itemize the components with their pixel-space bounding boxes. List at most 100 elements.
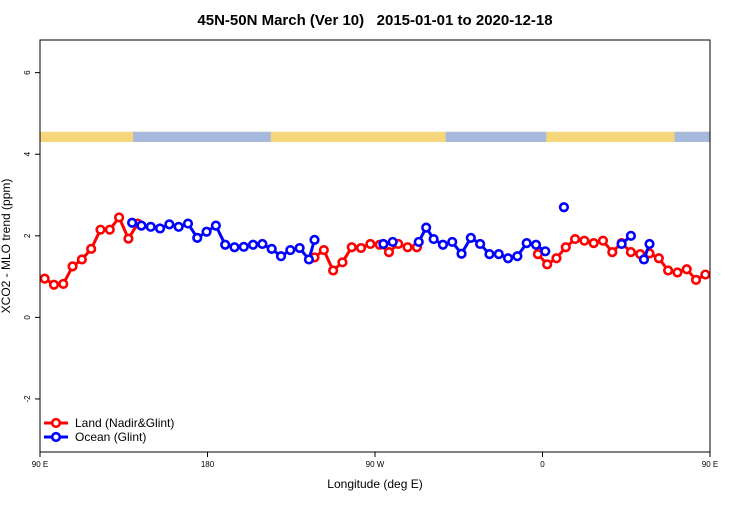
series-1-point-35 bbox=[521, 238, 532, 249]
legend-marker-1 bbox=[50, 431, 62, 443]
series-1-point-11 bbox=[229, 242, 240, 253]
series-1-point-28 bbox=[456, 248, 467, 259]
series-1-point-51 bbox=[558, 202, 570, 213]
series-1-point-34 bbox=[512, 251, 523, 262]
y-axis-label: XCO2 - MLO trend (ppm) bbox=[0, 179, 13, 314]
series-0-point-28 bbox=[579, 235, 590, 246]
series-1-point-24 bbox=[421, 222, 432, 233]
series-0-point-1 bbox=[48, 279, 60, 290]
series-1-point-25 bbox=[428, 233, 439, 245]
series-0-point-14 bbox=[337, 257, 348, 268]
series-0-point-42 bbox=[709, 275, 710, 280]
y-tick-label-2: 2 bbox=[23, 233, 32, 238]
series-0-point-19 bbox=[383, 247, 395, 258]
x-tick-label-3: 0 bbox=[540, 460, 545, 469]
series-0-point-33 bbox=[625, 247, 637, 258]
series-1-point-36 bbox=[530, 239, 542, 250]
land-ocean-strip bbox=[40, 131, 710, 142]
series-0-point-24 bbox=[542, 259, 553, 270]
series-1-point-0 bbox=[127, 217, 138, 228]
series-0-point-5 bbox=[86, 243, 97, 254]
ocean-band-1 bbox=[445, 131, 547, 142]
series-0-point-44 bbox=[729, 279, 737, 287]
ocean-band-0 bbox=[133, 131, 271, 142]
series-0-point-15 bbox=[346, 242, 357, 253]
series-1-point-12 bbox=[238, 241, 249, 252]
series-1-point-4 bbox=[164, 219, 175, 230]
series-1-point-17 bbox=[285, 244, 296, 256]
series-1-point-5 bbox=[173, 221, 184, 232]
series-0-point-45 bbox=[739, 263, 747, 271]
series-0-point-25 bbox=[551, 253, 562, 264]
y-tick-label-1: 0 bbox=[23, 315, 32, 320]
series-1-point-1 bbox=[136, 220, 147, 231]
series-0-point-36 bbox=[653, 253, 664, 264]
series-0-point-17 bbox=[365, 238, 376, 250]
ocean-band-2 bbox=[674, 131, 710, 142]
series-0-point-16 bbox=[355, 242, 367, 254]
series-1-point-2 bbox=[145, 221, 156, 232]
legend-label-1: Ocean (Glint) bbox=[75, 430, 146, 444]
series-0-point-0 bbox=[40, 273, 50, 284]
series-0-point-4 bbox=[76, 254, 87, 265]
y-tick-label-0: -2 bbox=[23, 395, 32, 403]
series-0-point-29 bbox=[588, 238, 599, 249]
legend: Land (Nadir&Glint)Ocean (Glint) bbox=[44, 416, 174, 444]
series-0-point-12 bbox=[318, 244, 329, 256]
series-1-point-31 bbox=[484, 249, 495, 260]
series-0 bbox=[40, 212, 747, 290]
series-1-point-8 bbox=[201, 226, 212, 237]
series-1-point-41 bbox=[644, 238, 655, 250]
series-0-point-43 bbox=[720, 281, 728, 289]
series-1-point-26 bbox=[437, 239, 449, 250]
series-1-point-3 bbox=[154, 223, 166, 234]
x-axis: 90 E 180 90 W 0 90 E bbox=[32, 452, 718, 469]
series-1-point-19 bbox=[303, 254, 315, 265]
series-1-point-14 bbox=[257, 238, 268, 250]
series-1-point-6 bbox=[182, 218, 194, 229]
series-0-point-31 bbox=[607, 247, 618, 258]
land-band bbox=[40, 131, 710, 142]
legend-label-0: Land (Nadir&Glint) bbox=[75, 416, 174, 430]
chart-title: 45N-50N March (Ver 10) 2015-01-01 to 202… bbox=[197, 12, 552, 29]
series-1-point-23 bbox=[413, 236, 424, 248]
series-0-point-8 bbox=[113, 212, 125, 223]
series-1-point-16 bbox=[275, 251, 287, 262]
series-1-point-40 bbox=[638, 254, 650, 265]
legend-marker-0 bbox=[50, 417, 62, 429]
y-tick-label-4: 6 bbox=[23, 70, 32, 75]
series-1-point-33 bbox=[502, 253, 514, 264]
series-0-point-6 bbox=[95, 224, 106, 235]
series-1-point-38 bbox=[616, 238, 627, 250]
series-0-point-26 bbox=[560, 242, 571, 253]
series-0-point-7 bbox=[104, 224, 115, 235]
series-0-point-3 bbox=[67, 261, 78, 272]
y-axis: -2 0 2 4 6 bbox=[23, 70, 40, 403]
series-1-point-37 bbox=[540, 246, 551, 257]
series-1-point-18 bbox=[294, 242, 305, 254]
series-1-point-22 bbox=[387, 236, 398, 248]
series-1-point-21 bbox=[378, 238, 389, 250]
x-axis-label: Longitude (deg E) bbox=[327, 477, 422, 491]
x-tick-label-4: 90 E bbox=[702, 460, 718, 469]
series-0-point-37 bbox=[663, 265, 674, 276]
series-1-point-15 bbox=[266, 243, 277, 254]
series-1-point-39 bbox=[625, 230, 637, 241]
series-1-point-30 bbox=[475, 238, 486, 250]
series-0-point-13 bbox=[328, 265, 339, 276]
series-1-point-10 bbox=[220, 239, 231, 250]
series-0-point-30 bbox=[597, 235, 609, 246]
x-tick-label-2: 90 W bbox=[366, 460, 385, 469]
series-1-point-13 bbox=[247, 239, 259, 250]
series-0-point-39 bbox=[681, 264, 692, 275]
series-1-point-32 bbox=[493, 249, 504, 260]
series-0-point-21 bbox=[402, 242, 413, 253]
series-1-point-27 bbox=[447, 236, 458, 248]
series-1-point-29 bbox=[465, 232, 476, 243]
x-tick-label-1: 180 bbox=[201, 460, 215, 469]
series-0-point-38 bbox=[672, 267, 683, 278]
series-0-point-40 bbox=[690, 274, 702, 285]
series-1 bbox=[127, 202, 655, 265]
series-1-point-20 bbox=[309, 234, 320, 245]
